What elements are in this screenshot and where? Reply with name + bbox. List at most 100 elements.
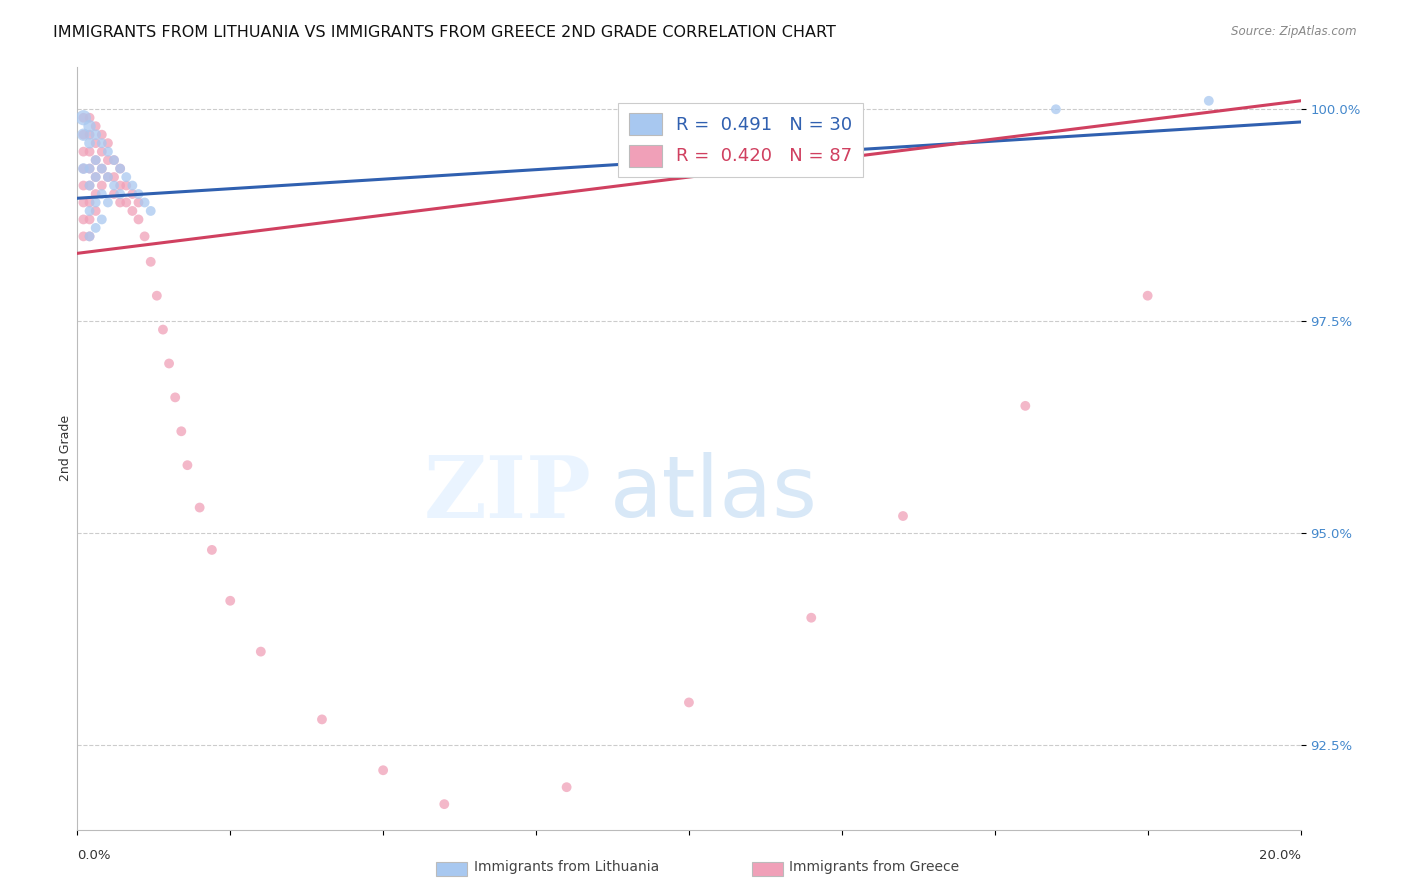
Point	[134, 229, 156, 244]
Point	[250, 645, 273, 659]
Point	[134, 195, 156, 210]
Point	[188, 500, 211, 515]
Text: Immigrants from Greece: Immigrants from Greece	[789, 860, 959, 874]
Point	[90, 178, 112, 193]
Point	[90, 136, 112, 151]
Point	[79, 204, 101, 219]
Point	[495, 831, 517, 846]
Point	[97, 169, 120, 184]
Legend: R =  0.491   N = 30, R =  0.420   N = 87: R = 0.491 N = 30, R = 0.420 N = 87	[619, 103, 863, 178]
Point	[103, 169, 125, 184]
Point	[79, 111, 101, 125]
Point	[371, 764, 394, 778]
Point	[79, 145, 101, 159]
Point	[433, 797, 456, 812]
Point	[555, 780, 578, 795]
Point	[72, 145, 94, 159]
Point	[1045, 103, 1067, 117]
Point	[127, 212, 149, 227]
Point	[800, 611, 823, 625]
Point	[108, 161, 131, 176]
Point	[72, 111, 94, 125]
Text: 20.0%: 20.0%	[1258, 848, 1301, 862]
Point	[72, 161, 94, 176]
Point	[108, 178, 131, 193]
Point	[84, 153, 107, 168]
Point	[79, 120, 101, 134]
Point	[90, 161, 112, 176]
Point	[127, 187, 149, 202]
Point	[72, 161, 94, 176]
Point	[90, 161, 112, 176]
Point	[84, 169, 107, 184]
Point	[79, 229, 101, 244]
Point	[146, 289, 169, 303]
Point	[115, 195, 138, 210]
Point	[97, 195, 120, 210]
Point	[157, 357, 180, 371]
Point	[79, 178, 101, 193]
Point	[79, 195, 101, 210]
Point	[79, 229, 101, 244]
Point	[79, 212, 101, 227]
Point	[97, 169, 120, 184]
Text: 0.0%: 0.0%	[77, 848, 111, 862]
Point	[108, 161, 131, 176]
Point	[72, 229, 94, 244]
Point	[84, 120, 107, 134]
Point	[79, 128, 101, 142]
Point	[121, 204, 143, 219]
Point	[79, 161, 101, 176]
Point	[90, 212, 112, 227]
Point	[108, 187, 131, 202]
Point	[170, 425, 193, 439]
Point	[1014, 399, 1036, 413]
Y-axis label: 2nd Grade: 2nd Grade	[59, 415, 72, 482]
Point	[84, 187, 107, 202]
Point	[103, 153, 125, 168]
Point	[84, 128, 107, 142]
Point	[115, 169, 138, 184]
Point	[103, 178, 125, 193]
Point	[97, 153, 120, 168]
Text: Immigrants from Lithuania: Immigrants from Lithuania	[474, 860, 659, 874]
Point	[103, 153, 125, 168]
Point	[165, 391, 187, 405]
Point	[72, 111, 94, 125]
Point	[84, 195, 107, 210]
Point	[90, 128, 112, 142]
Point	[79, 178, 101, 193]
Point	[127, 195, 149, 210]
Point	[1198, 94, 1220, 108]
Point	[72, 128, 94, 142]
Point	[121, 187, 143, 202]
Point	[176, 458, 198, 473]
Point	[891, 509, 914, 524]
Point	[139, 255, 162, 269]
Point	[103, 187, 125, 202]
Point	[84, 221, 107, 235]
Point	[72, 195, 94, 210]
Point	[90, 187, 112, 202]
Text: Source: ZipAtlas.com: Source: ZipAtlas.com	[1232, 25, 1357, 38]
Point	[201, 543, 224, 558]
Point	[311, 713, 333, 727]
Text: IMMIGRANTS FROM LITHUANIA VS IMMIGRANTS FROM GREECE 2ND GRADE CORRELATION CHART: IMMIGRANTS FROM LITHUANIA VS IMMIGRANTS …	[53, 25, 837, 40]
Point	[97, 145, 120, 159]
Point	[97, 136, 120, 151]
Point	[72, 128, 94, 142]
Point	[115, 178, 138, 193]
Point	[121, 178, 143, 193]
Text: atlas: atlas	[609, 452, 817, 535]
Point	[84, 169, 107, 184]
Point	[800, 111, 823, 125]
Point	[90, 145, 112, 159]
Point	[72, 178, 94, 193]
Point	[84, 136, 107, 151]
Point	[79, 136, 101, 151]
Text: ZIP: ZIP	[423, 452, 591, 536]
Point	[84, 153, 107, 168]
Point	[84, 204, 107, 219]
Point	[108, 195, 131, 210]
Point	[678, 696, 700, 710]
